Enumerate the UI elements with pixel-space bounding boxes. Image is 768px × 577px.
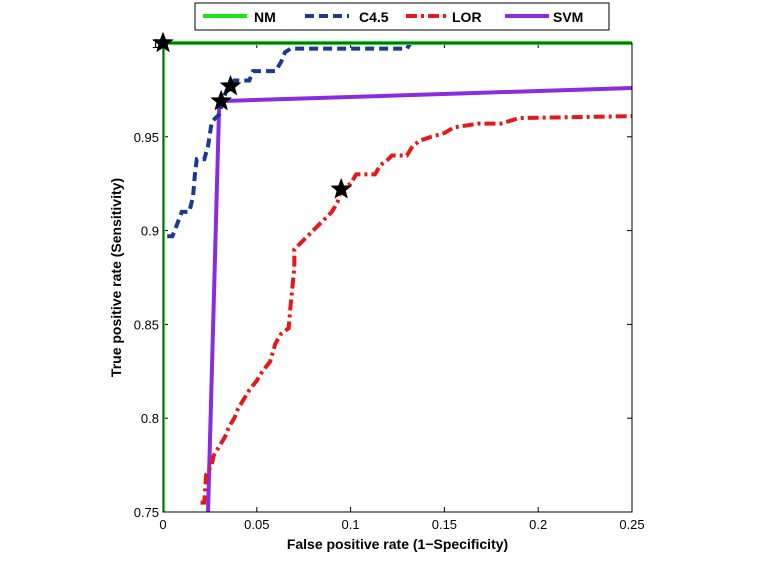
- legend-label-nm: NM: [254, 9, 276, 25]
- x-tick-label: 0.15: [432, 517, 457, 532]
- y-tick-label: 0.9: [141, 224, 159, 239]
- y-axis-label: True positive rate (Sensitivity): [108, 178, 124, 377]
- series-line-lor: [200, 114, 633, 505]
- plot-background: [163, 43, 632, 512]
- y-tick-label: 0.85: [134, 317, 159, 332]
- legend-label-lor: LOR: [452, 9, 482, 25]
- y-tick-label: 0.8: [141, 411, 159, 426]
- legend: NM C4.5 LOR SVM: [194, 2, 610, 31]
- series-line-c45: [163, 41, 632, 512]
- y-tick-label: 0.95: [134, 130, 159, 145]
- plot-area: 0 0.05 0.1 0.15 0.2 0.25 0.75 0.8 0.85 0.9 0.95 1 Fa…: [108, 31, 645, 552]
- star-marker-nm: [152, 31, 174, 53]
- y-tick-label: 0.75: [134, 505, 159, 520]
- star-marker-svm: [210, 89, 233, 111]
- y-tick-label: 1: [152, 36, 159, 51]
- x-tick-label: 0.2: [529, 517, 547, 532]
- x-tick-label: 0: [159, 517, 166, 532]
- x-tick-label: 0.25: [619, 517, 644, 532]
- x-tick-label: 0.1: [342, 517, 360, 532]
- legend-label-c45: C4.5: [359, 9, 389, 25]
- x-tick-label: 0.05: [244, 517, 269, 532]
- star-marker-c45: [219, 74, 242, 96]
- x-axis-label: False positive rate (1−Specificity): [287, 536, 508, 552]
- plot-frame: [162, 42, 633, 513]
- legend-label-svm: SVM: [553, 9, 583, 25]
- star-marker-lor: [330, 177, 353, 199]
